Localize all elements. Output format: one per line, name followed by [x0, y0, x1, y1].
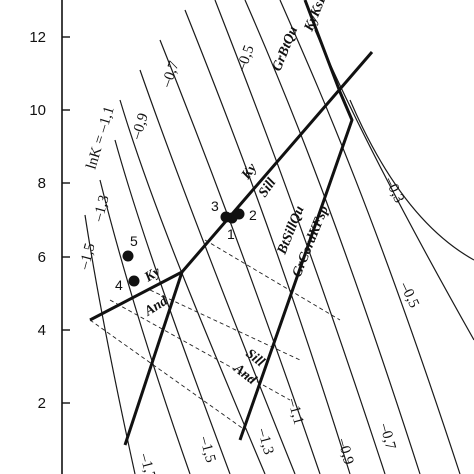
dashed-line-4 — [204, 239, 341, 321]
tick-label-8: 8 — [38, 175, 46, 192]
label-sill-upper: Sill — [256, 176, 280, 201]
label-m09-left: –0,9 — [128, 111, 152, 142]
point-3-label: 3 — [211, 198, 219, 214]
boundary-grbtqu — [238, 0, 354, 441]
label-m07-bottom: –0,7 — [376, 421, 399, 452]
label-m17-bottom: –1,7 — [136, 451, 159, 474]
point-2-label: 2 — [249, 207, 257, 223]
label-m07-top: –0,7 — [158, 59, 183, 91]
isopleth-m07b — [244, 0, 421, 474]
tick-label-4: 4 — [38, 322, 46, 339]
y-axis: 12 10 8 6 4 2 — [29, 0, 70, 474]
isopleth-m07a — [214, 0, 386, 474]
label-m15-left: –1,5 — [76, 242, 99, 272]
tick-label-6: 6 — [38, 249, 46, 266]
isopleth-m05 — [279, 0, 461, 474]
label-ky-upper: Ky — [238, 160, 260, 183]
point-4-marker — [128, 275, 140, 287]
label-grbtqu: GrBtQu — [270, 24, 301, 73]
dashed-line-2 — [109, 299, 291, 401]
label-m11-bottom: –1,1 — [284, 396, 307, 426]
isopleth-m13a — [114, 139, 231, 474]
sample-points: 1 2 3 4 5 — [115, 198, 257, 293]
label-lnk-main: lnK = –1,1 — [84, 105, 118, 172]
point-5-marker — [122, 250, 134, 262]
isopleth-m03b — [349, 99, 474, 261]
point-3-marker — [220, 211, 232, 223]
label-m05-right: –0,5 — [396, 279, 422, 310]
tick-label-2: 2 — [38, 395, 46, 412]
label-m15-bottom: –1,5 — [196, 434, 219, 464]
label-m03-right: –0,3 — [381, 174, 407, 205]
label-m13-left: –1,3 — [90, 194, 113, 224]
point-1-label: 1 — [227, 226, 235, 242]
isopleth-m15 — [99, 179, 191, 474]
label-m13-bottom: –1,3 — [254, 426, 277, 456]
label-m09-bottom: –0,9 — [334, 436, 357, 466]
point-5-label: 5 — [130, 233, 138, 249]
isopleth-m11a — [139, 69, 296, 474]
isopleth-m17 — [84, 214, 136, 474]
label-m05-top: –0,5 — [233, 43, 257, 74]
dashed-line-1 — [89, 319, 246, 431]
tick-label-10: 10 — [29, 102, 46, 119]
boundary-ky-and — [123, 271, 184, 446]
reaction-boundaries — [89, 0, 374, 446]
isopleth-m13b — [119, 99, 266, 474]
point-4-label: 4 — [115, 277, 123, 293]
point-2-marker — [233, 208, 245, 220]
tick-label-12: 12 — [29, 29, 46, 46]
isopleth-m09 — [184, 9, 351, 474]
